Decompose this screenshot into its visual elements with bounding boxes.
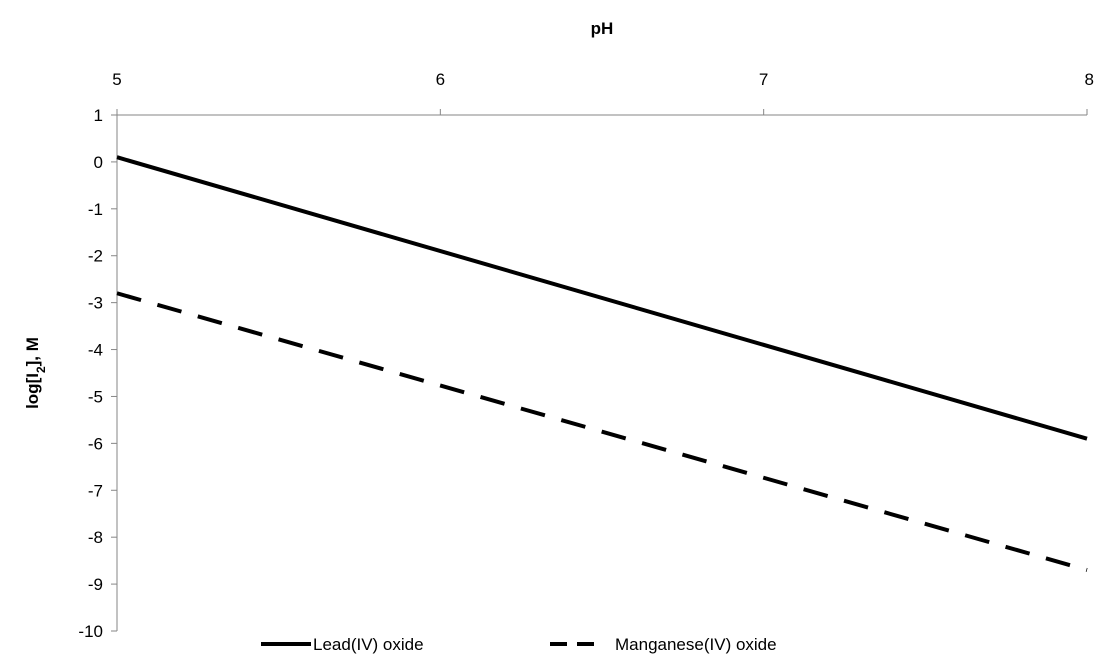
x-axis-title: pH	[591, 19, 614, 38]
y-tick-label: -5	[88, 387, 103, 406]
y-tick-label: -9	[88, 575, 103, 594]
y-axis-title-subscript: 2	[34, 366, 48, 373]
y-axis-title-suffix: ], M	[23, 337, 42, 366]
x-tick-label: 5	[112, 70, 121, 89]
x-axis: 5 6 7 8	[112, 70, 1094, 116]
series-layer	[116, 155, 1088, 572]
series-line-1	[116, 291, 1088, 572]
y-tick-label: -3	[88, 294, 103, 313]
legend-label-0: Lead(IV) oxide	[313, 635, 424, 654]
y-tick-label: -6	[88, 434, 103, 453]
x-tick-label: 6	[436, 70, 445, 89]
legend: Lead(IV) oxide Manganese(IV) oxide	[261, 635, 777, 654]
series-line-0	[116, 155, 1088, 441]
y-tick-label: -1	[88, 200, 103, 219]
x-tick-label: 8	[1085, 70, 1094, 89]
y-tick-label: 0	[94, 153, 103, 172]
y-tick-label: -8	[88, 528, 103, 547]
y-tick-label: 1	[94, 106, 103, 125]
legend-label-1: Manganese(IV) oxide	[615, 635, 777, 654]
y-tick-label: -4	[88, 341, 103, 360]
y-tick-label: -7	[88, 481, 103, 500]
y-axis: 1 0 -1 -2 -3 -4 -5 -6 -7 -8 -9 -10	[78, 106, 118, 641]
y-axis-title-prefix: log[I	[23, 373, 42, 409]
x-tick-label: 7	[759, 70, 768, 89]
y-tick-label: -2	[88, 247, 103, 266]
y-axis-title: log[I2], M	[23, 337, 48, 409]
y-tick-label: -10	[78, 622, 103, 641]
